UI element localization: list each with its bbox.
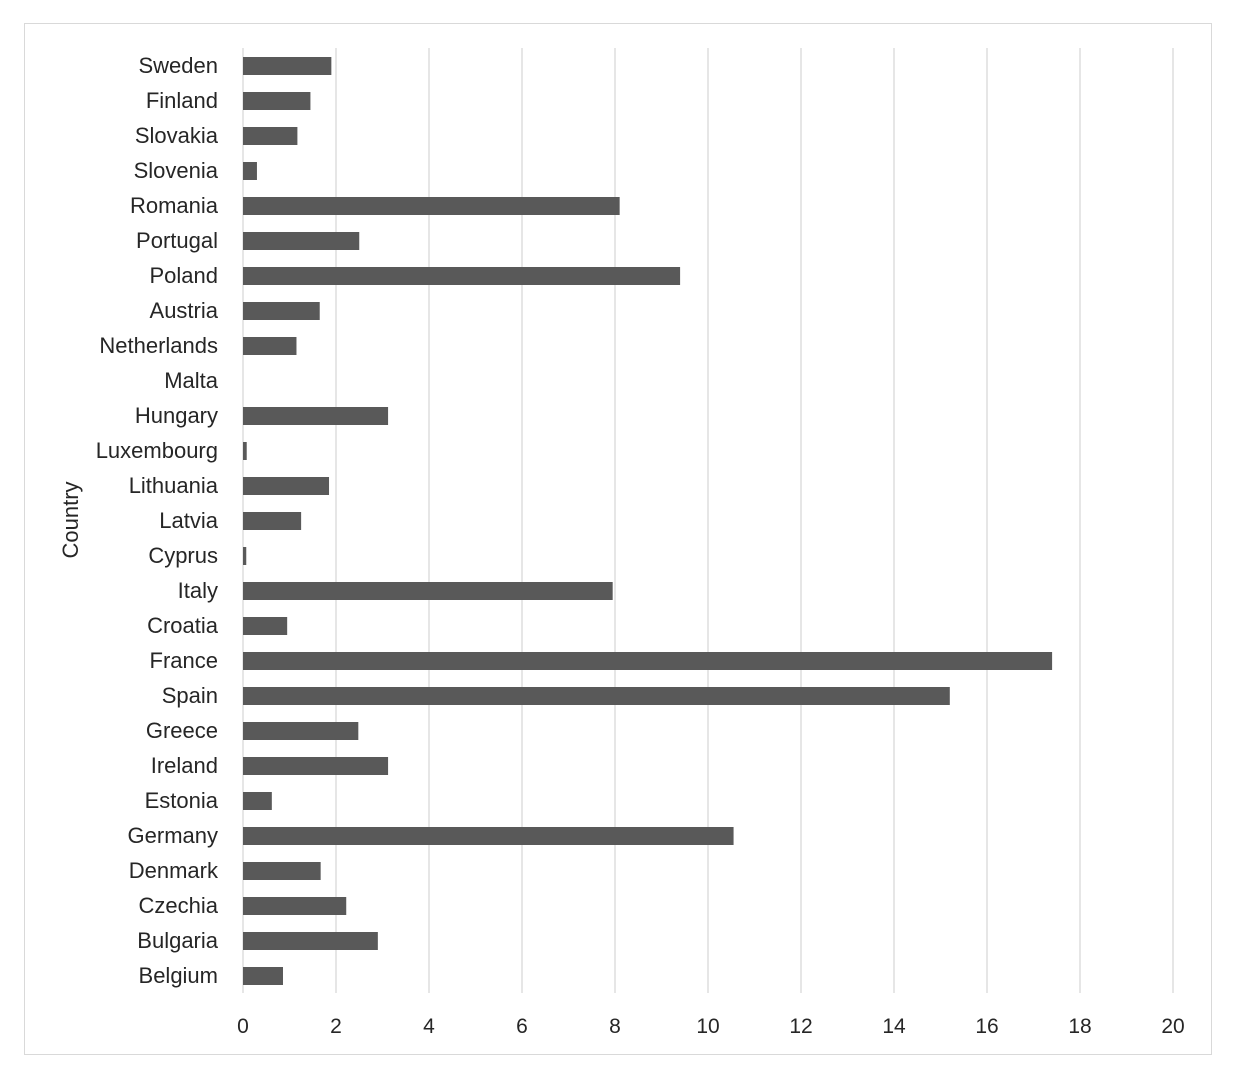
category-label-slovenia: Slovenia [134,158,219,183]
bars [243,57,1053,985]
category-label-sweden: Sweden [138,53,218,78]
bar-latvia [243,512,302,530]
category-label-spain: Spain [162,683,218,708]
bar-belgium [243,967,283,985]
category-label-netherlands: Netherlands [99,333,218,358]
chart-frame [24,23,1212,1055]
x-tick-label: 8 [609,1015,621,1038]
bar-france [243,652,1053,670]
bar-finland [243,92,311,110]
y-axis-title: Country [58,481,83,558]
category-label-luxembourg: Luxembourg [96,438,218,463]
x-tick-label: 14 [882,1015,906,1038]
category-label-italy: Italy [178,578,218,603]
bar-austria [243,302,320,320]
bar-luxembourg [243,442,247,460]
gridlines [242,48,1174,993]
x-tick-label: 12 [789,1015,812,1038]
bar-poland [243,267,681,285]
category-label-france: France [150,648,218,673]
x-tick-label: 4 [423,1015,435,1038]
x-tick-label: 10 [696,1015,719,1038]
bar-denmark [243,862,321,880]
bar-portugal [243,232,360,250]
x-tick-label: 2 [330,1015,342,1038]
x-tick-label: 16 [975,1015,998,1038]
category-label-poland: Poland [149,263,218,288]
bar-germany [243,827,734,845]
bar-cyprus [243,547,247,565]
category-label-bulgaria: Bulgaria [137,928,218,953]
bar-greece [243,722,359,740]
bar-lithuania [243,477,330,495]
bar-hungary [243,407,389,425]
bar-italy [243,582,613,600]
bar-czechia [243,897,347,915]
bar-spain [243,687,950,705]
x-tick-label: 0 [237,1015,249,1038]
category-label-finland: Finland [146,88,218,113]
category-label-romania: Romania [130,193,219,218]
category-label-germany: Germany [128,823,218,848]
category-label-latvia: Latvia [159,508,218,533]
category-label-croatia: Croatia [147,613,219,638]
bar-bulgaria [243,932,378,950]
category-label-slovakia: Slovakia [135,123,219,148]
bar-slovenia [243,162,257,180]
bar-sweden [243,57,332,75]
category-labels: Sweden Finland Slovakia Slovenia Romania Port… [96,53,219,988]
category-label-lithuania: Lithuania [129,473,219,498]
bar-slovakia [243,127,298,145]
category-label-estonia: Estonia [145,788,219,813]
bar-netherlands [243,337,297,355]
x-tick-label: 18 [1068,1015,1091,1038]
x-tick-label: 6 [516,1015,528,1038]
category-label-portugal: Portugal [136,228,218,253]
bar-romania [243,197,620,215]
category-label-belgium: Belgium [139,963,218,988]
x-tick-labels: 0 2 4 6 8 10 12 14 16 18 20 [237,1015,1185,1038]
bar-ireland [243,757,389,775]
bar-croatia [243,617,288,635]
x-tick-label: 20 [1161,1015,1184,1038]
category-label-cyprus: Cyprus [148,543,218,568]
category-label-malta: Malta [164,368,219,393]
category-label-denmark: Denmark [129,858,219,883]
category-label-czechia: Czechia [139,893,219,918]
category-label-hungary: Hungary [135,403,218,428]
category-label-greece: Greece [146,718,218,743]
bar-estonia [243,792,272,810]
category-label-austria: Austria [150,298,219,323]
category-label-ireland: Ireland [151,753,218,778]
